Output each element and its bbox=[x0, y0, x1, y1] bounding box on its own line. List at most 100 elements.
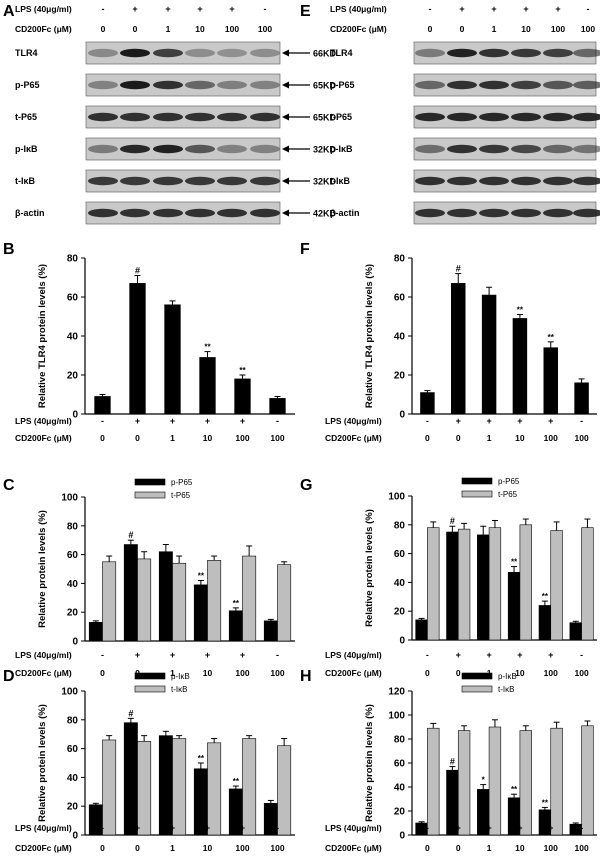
blot-cd-value: 10 bbox=[195, 24, 205, 34]
blot-band bbox=[217, 80, 247, 90]
treatment-lps-label: LPS (40μg/ml) bbox=[15, 823, 72, 833]
treatment-cd-value: 10 bbox=[203, 843, 213, 853]
legend-swatch bbox=[461, 490, 493, 498]
y-axis-label: Relative TLR4 protein levels (%) bbox=[364, 264, 375, 408]
bar bbox=[277, 564, 292, 642]
treatment-cd-value: 1 bbox=[487, 433, 492, 443]
treatment-lps-sign: - bbox=[426, 650, 429, 660]
treatment-lps-sign: + bbox=[548, 823, 553, 833]
y-tick-label: 0 bbox=[399, 831, 405, 842]
y-tick-label: 100 bbox=[388, 492, 405, 503]
bar bbox=[234, 378, 251, 415]
blot-band bbox=[88, 80, 118, 90]
treatment-lps-sign: + bbox=[240, 823, 245, 833]
treatment-lps-sign: + bbox=[486, 416, 491, 426]
significance-mark: # bbox=[128, 708, 133, 718]
blot-band bbox=[573, 48, 600, 58]
significance-mark: # bbox=[456, 264, 461, 274]
y-axis-label: Relative protein levels (%) bbox=[364, 509, 375, 627]
blot-lps-sign: - bbox=[429, 4, 432, 14]
treatment-cd-label: CD200Fc (μM) bbox=[15, 843, 72, 853]
blot-band bbox=[250, 112, 280, 122]
blot-lps-sign: + bbox=[459, 4, 464, 14]
y-tick-label: 20 bbox=[67, 802, 79, 813]
treatment-lps-label: LPS (40μg/ml) bbox=[325, 823, 382, 833]
panel-letter-b: B bbox=[3, 241, 15, 258]
blot-lps-label: LPS (40μg/ml) bbox=[330, 4, 387, 14]
blot-band bbox=[88, 176, 118, 186]
treatment-lps-sign: + bbox=[135, 650, 140, 660]
treatment-lps-label: LPS (40μg/ml) bbox=[15, 650, 72, 660]
bar bbox=[277, 745, 292, 836]
blot-band bbox=[511, 80, 541, 90]
treatment-lps-sign: + bbox=[170, 650, 175, 660]
treatment-cd-value: 100 bbox=[270, 843, 284, 853]
bar bbox=[269, 398, 286, 415]
bar bbox=[538, 605, 552, 641]
y-axis-label: Relative TLR4 protein levels (%) bbox=[37, 264, 48, 408]
treatment-lps-sign: + bbox=[548, 650, 553, 660]
treatment-lps-sign: + bbox=[170, 823, 175, 833]
y-tick-label: 80 bbox=[67, 715, 79, 726]
y-tick-label: 40 bbox=[394, 783, 406, 794]
y-tick-label: 100 bbox=[388, 711, 405, 722]
y-tick-label: 0 bbox=[399, 636, 405, 647]
blot-band bbox=[447, 48, 477, 58]
blot-lps-sign: - bbox=[587, 4, 590, 14]
bar bbox=[263, 620, 278, 642]
treatment-cd-value: 0 bbox=[425, 433, 430, 443]
bar bbox=[446, 531, 459, 641]
significance-mark: ** bbox=[548, 333, 555, 342]
bar bbox=[123, 722, 138, 836]
y-tick-label: 40 bbox=[67, 579, 79, 590]
treatment-cd-label: CD200Fc (μM) bbox=[325, 668, 382, 678]
treatment-lps-sign: - bbox=[101, 650, 104, 660]
treatment-cd-value: 100 bbox=[235, 843, 249, 853]
treatment-lps-label: LPS (40μg/ml) bbox=[325, 416, 382, 426]
blot-protein-label: p-P65 bbox=[330, 80, 355, 90]
treatment-cd-value: 0 bbox=[135, 433, 140, 443]
chart-b: 0 20 40 60 80 Relative TLR4 protein levels (%… bbox=[15, 254, 295, 443]
blot-band bbox=[511, 144, 541, 154]
treatment-cd-value: 100 bbox=[544, 668, 558, 678]
blot-arrow-head bbox=[282, 145, 289, 153]
legend-swatch bbox=[134, 478, 166, 486]
treatment-cd-value: 100 bbox=[544, 843, 558, 853]
bar bbox=[477, 534, 490, 641]
bar bbox=[207, 742, 222, 836]
y-tick-label: 60 bbox=[67, 293, 79, 304]
blot-lps-sign: + bbox=[197, 4, 202, 14]
y-tick-label: 20 bbox=[394, 371, 406, 382]
treatment-cd-label: CD200Fc (μM) bbox=[325, 843, 382, 853]
blot-band bbox=[415, 48, 445, 58]
blot-protein-label: p-IκB bbox=[330, 144, 353, 154]
y-tick-label: 60 bbox=[394, 549, 406, 560]
legend-swatch bbox=[134, 491, 166, 499]
blot-kd-label: 32KD bbox=[313, 177, 337, 187]
blot-protein-label: TLR4 bbox=[15, 48, 38, 58]
y-tick-label: 40 bbox=[67, 332, 79, 343]
blot-kd-label: 66KD bbox=[313, 49, 337, 59]
legend-label: t-IκB bbox=[171, 685, 187, 694]
bar bbox=[137, 741, 152, 836]
treatment-lps-sign: + bbox=[486, 823, 491, 833]
bar bbox=[164, 304, 181, 415]
treatment-cd-value: 100 bbox=[235, 668, 249, 678]
blot-band bbox=[185, 208, 215, 218]
blot-band bbox=[479, 208, 509, 218]
blot-band bbox=[543, 80, 573, 90]
blot-band bbox=[88, 48, 118, 58]
bar bbox=[427, 727, 440, 836]
bar bbox=[427, 527, 440, 641]
legend-label: p-IκB bbox=[498, 672, 517, 681]
significance-mark: # bbox=[450, 516, 455, 526]
bar bbox=[123, 544, 138, 642]
y-tick-label: 40 bbox=[394, 578, 406, 589]
panel-letter-e: E bbox=[300, 3, 311, 20]
bar bbox=[193, 584, 208, 642]
y-tick-label: 100 bbox=[61, 687, 78, 698]
bar bbox=[550, 530, 563, 641]
blot-band bbox=[415, 176, 445, 186]
